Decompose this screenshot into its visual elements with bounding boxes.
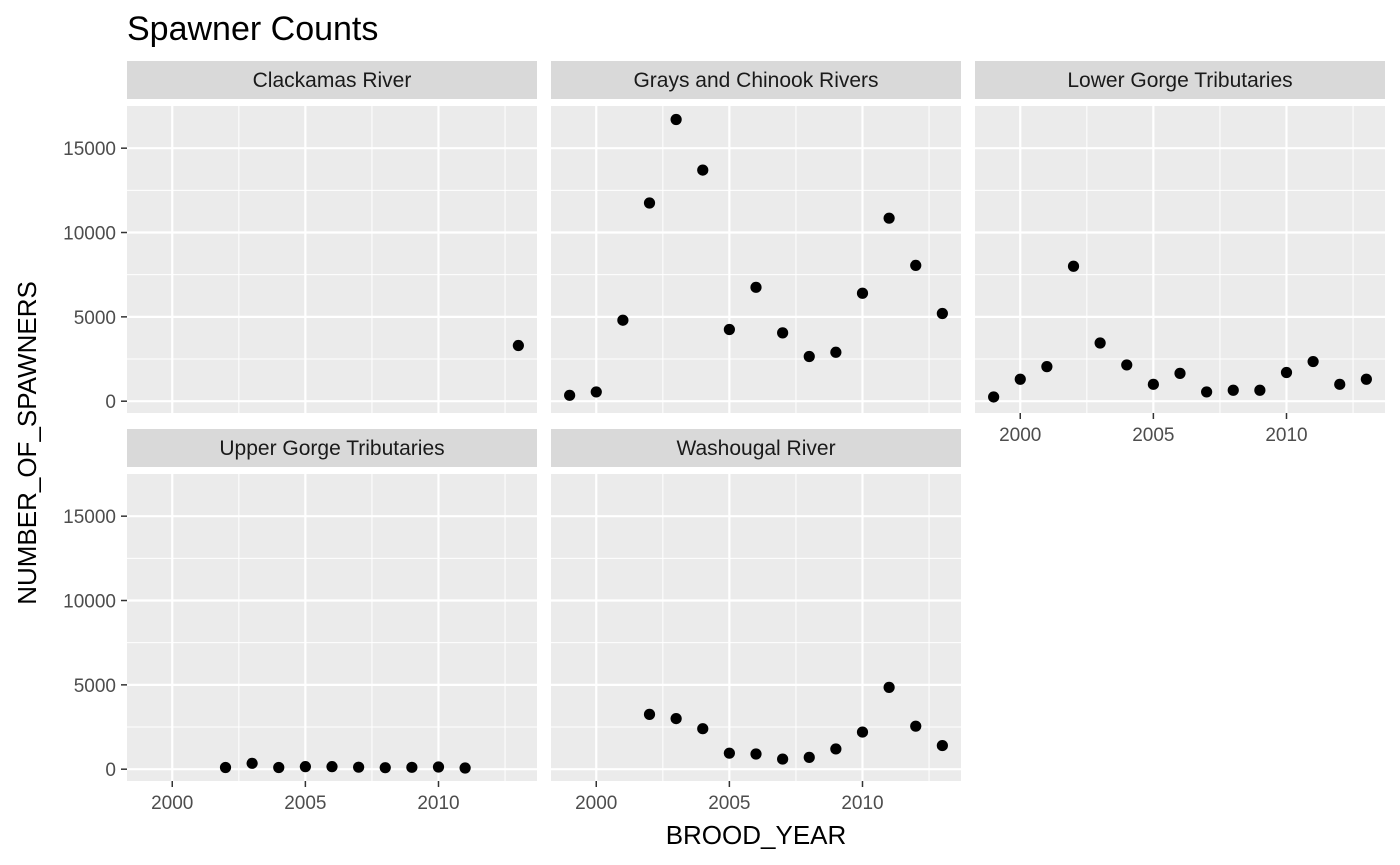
data-point	[564, 390, 575, 401]
y-tick-label: 15000	[63, 507, 116, 528]
data-point	[724, 748, 735, 759]
data-point	[1015, 374, 1026, 385]
data-point	[1095, 337, 1106, 348]
data-point	[1201, 386, 1212, 397]
x-tick-label: 2005	[708, 793, 750, 814]
panel-background	[127, 106, 537, 413]
y-tick-label: 5000	[74, 676, 116, 697]
data-point	[671, 713, 682, 724]
chart-title: Spawner Counts	[127, 10, 378, 48]
x-tick-label: 2010	[841, 793, 883, 814]
data-point	[220, 762, 231, 773]
y-tick-label: 5000	[74, 308, 116, 329]
facet-strip-label: Grays and Chinook Rivers	[633, 69, 878, 92]
facet-strip-label: Lower Gorge Tributaries	[1067, 69, 1292, 92]
data-point	[433, 761, 444, 772]
facet-lower-gorge-tributaries: Lower Gorge Tributaries 2000 2005 2010	[975, 61, 1385, 446]
data-point	[273, 762, 284, 773]
facet-panels: Clackamas River 0 5000 10000 15000 Grays and …	[63, 61, 1385, 814]
data-point	[1308, 356, 1319, 367]
panel-background	[551, 106, 961, 413]
y-tick-label: 10000	[63, 592, 116, 613]
x-tick-label: 2000	[575, 793, 617, 814]
data-point	[300, 761, 311, 772]
panel-background	[551, 474, 961, 781]
data-point	[988, 391, 999, 402]
data-point	[591, 386, 602, 397]
facet-strip-label: Upper Gorge Tributaries	[219, 437, 444, 460]
facet-strip-label: Clackamas River	[253, 69, 412, 92]
data-point	[750, 282, 761, 293]
data-point	[804, 351, 815, 362]
data-point	[1121, 359, 1132, 370]
x-tick-label: 2010	[417, 793, 459, 814]
data-point	[460, 762, 471, 773]
data-point	[937, 308, 948, 319]
x-axis-title: BROOD_YEAR	[666, 820, 847, 850]
facet-upper-gorge-tributaries: Upper Gorge Tributaries 0 5000 10000 15000 20…	[63, 429, 537, 814]
data-point	[1041, 361, 1052, 372]
data-point	[326, 761, 337, 772]
data-point	[353, 762, 364, 773]
x-tick-label: 2010	[1265, 425, 1307, 446]
data-point	[1281, 367, 1292, 378]
panel-background	[975, 106, 1385, 413]
data-point	[857, 726, 868, 737]
data-point	[804, 752, 815, 763]
data-point	[884, 213, 895, 224]
data-point	[617, 315, 628, 326]
y-tick-label: 0	[105, 760, 116, 781]
data-point	[777, 327, 788, 338]
data-point	[1228, 385, 1239, 396]
data-point	[1334, 379, 1345, 390]
facet-grays-and-chinook-rivers: Grays and Chinook Rivers	[551, 61, 961, 413]
data-point	[380, 762, 391, 773]
data-point	[830, 743, 841, 754]
x-tick-label: 2000	[999, 425, 1041, 446]
facet-washougal-river: Washougal River 2000 2005 2010	[551, 429, 961, 814]
data-point	[1254, 385, 1265, 396]
data-point	[1068, 261, 1079, 272]
data-point	[750, 748, 761, 759]
data-point	[937, 740, 948, 751]
data-point	[406, 762, 417, 773]
data-point	[910, 260, 921, 271]
x-tick-label: 2005	[1132, 425, 1174, 446]
data-point	[724, 324, 735, 335]
y-tick-label: 0	[105, 392, 116, 413]
data-point	[644, 197, 655, 208]
data-point	[1174, 368, 1185, 379]
data-point	[697, 723, 708, 734]
data-point	[247, 758, 258, 769]
data-point	[671, 114, 682, 125]
data-point	[857, 288, 868, 299]
data-point	[1361, 374, 1372, 385]
x-tick-label: 2000	[151, 793, 193, 814]
facet-clackamas-river: Clackamas River 0 5000 10000 15000	[63, 61, 537, 413]
data-point	[513, 340, 524, 351]
data-point	[884, 682, 895, 693]
data-point	[697, 164, 708, 175]
y-tick-label: 10000	[63, 224, 116, 245]
facet-strip-label: Washougal River	[676, 437, 835, 460]
data-point	[910, 721, 921, 732]
data-point	[777, 753, 788, 764]
data-point	[1148, 379, 1159, 390]
panel-background	[127, 474, 537, 781]
data-point	[644, 709, 655, 720]
y-tick-label: 15000	[63, 139, 116, 160]
data-point	[830, 347, 841, 358]
x-tick-label: 2005	[284, 793, 326, 814]
y-axis-title: NUMBER_OF_SPAWNERS	[12, 281, 42, 605]
